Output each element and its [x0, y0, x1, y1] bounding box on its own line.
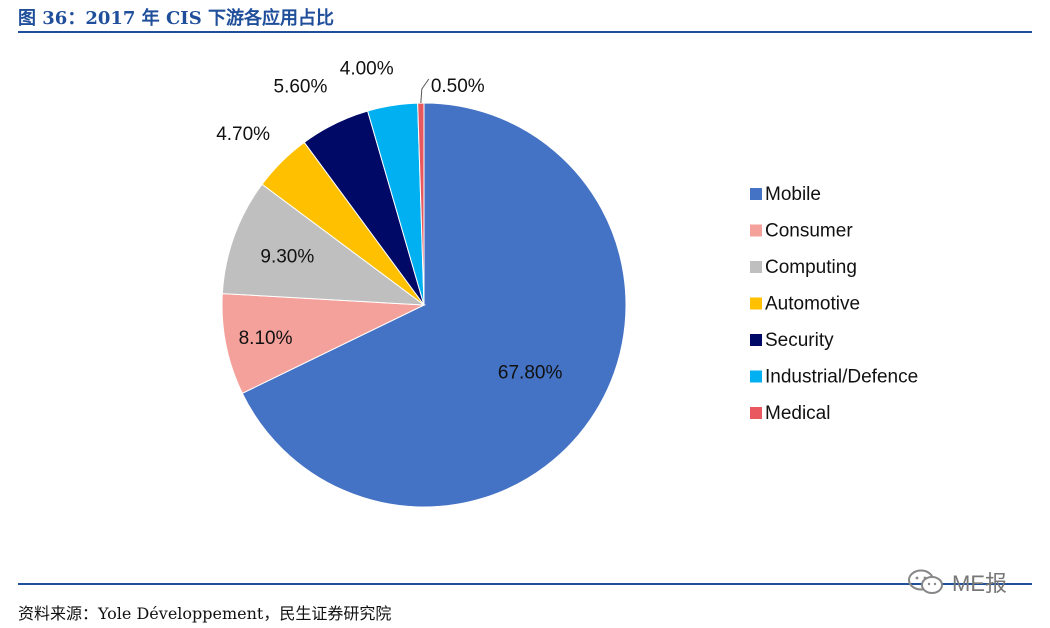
legend: Mobile Consumer Computing Automotive Securit…	[750, 184, 918, 424]
figure-title: 图 36：2017 年 CIS 下游各应用占比	[18, 8, 334, 29]
legend-swatch-medical	[750, 407, 762, 419]
data-label-medical: 0.50%	[431, 76, 485, 97]
leader-line-medical	[420, 78, 430, 104]
legend-item-automotive: Automotive	[750, 294, 860, 315]
legend-label-mobile: Mobile	[765, 184, 821, 205]
source-note: 资料来源：Yole Développement，民生证券研究院	[18, 604, 392, 623]
legend-label-computing: Computing	[765, 257, 857, 278]
watermark-text: ME报	[952, 571, 1008, 596]
pie-slice-computing	[221, 183, 426, 306]
bottom-rule	[18, 583, 1032, 585]
data-label-automotive: 4.70%	[216, 124, 270, 145]
pie-slice-mobile	[241, 102, 627, 508]
legend-swatch-security	[750, 334, 762, 346]
legend-swatch-mobile	[750, 188, 762, 200]
data-label-security: 5.60%	[274, 76, 328, 97]
legend-item-security: Security	[750, 330, 834, 351]
legend-label-industrial-defence: Industrial/Defence	[765, 367, 918, 388]
wechat-icon	[908, 569, 943, 594]
legend-label-automotive: Automotive	[765, 294, 860, 315]
data-label-industrial-defence: 4.00%	[340, 59, 394, 80]
data-label-consumer: 8.10%	[239, 328, 293, 349]
legend-label-security: Security	[765, 330, 834, 351]
legend-label-medical: Medical	[765, 403, 830, 424]
legend-item-consumer: Consumer	[750, 221, 853, 242]
pie-slice-consumer	[221, 293, 426, 394]
data-label-mobile: 67.80%	[498, 362, 563, 383]
top-rule	[18, 31, 1032, 33]
data-label-computing: 9.30%	[260, 246, 314, 267]
legend-swatch-industrial-defence	[750, 370, 762, 383]
legend-item-medical: Medical	[750, 403, 830, 424]
pie-slice-medical	[417, 102, 425, 306]
legend-swatch-automotive	[750, 297, 762, 310]
leader-lines	[420, 78, 430, 104]
watermark: ME报	[906, 566, 1007, 598]
legend-swatch-computing	[750, 261, 762, 273]
legend-swatch-consumer	[750, 224, 762, 237]
legend-item-industrial-defence: Industrial/Defence	[750, 367, 918, 388]
data-labels: 67.80% 8.10% 9.30% 4.70% 5.60% 4.00% 0.50%	[216, 59, 562, 384]
legend-item-mobile: Mobile	[750, 184, 821, 205]
legend-item-computing: Computing	[750, 257, 857, 278]
pie-slices	[221, 102, 627, 508]
legend-label-consumer: Consumer	[765, 221, 853, 242]
